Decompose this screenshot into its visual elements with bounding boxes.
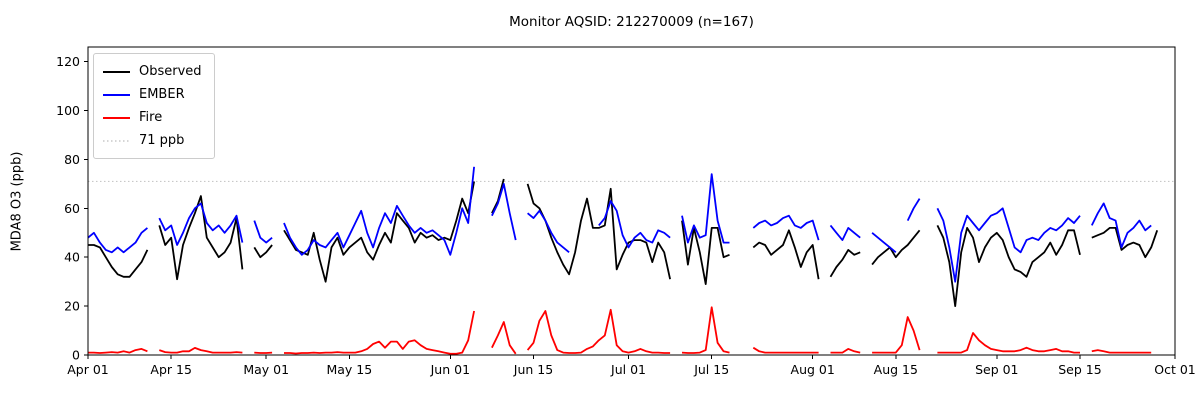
x-tick-label: May 01	[243, 362, 289, 377]
x-tick-label: Aug 15	[874, 362, 918, 377]
x-tick-label: Aug 01	[791, 362, 835, 377]
series-line-observed	[829, 248, 861, 278]
x-tick-label: Jun 15	[513, 362, 553, 377]
series-line-fire	[159, 346, 243, 354]
series-line-ember	[527, 209, 570, 253]
y-tick-label: 0	[72, 348, 80, 363]
legend-label: EMBER	[139, 87, 185, 102]
legend-line-sample	[103, 93, 130, 96]
series-line-fire	[284, 310, 475, 355]
series-line-observed	[88, 244, 149, 278]
series-line-ember	[1090, 202, 1152, 249]
series-line-ember	[681, 173, 730, 244]
series-line-fire	[681, 306, 730, 354]
series-line-ember	[491, 182, 517, 241]
series-line-ember	[936, 207, 1081, 283]
series-line-observed	[1091, 226, 1159, 259]
series-line-fire	[491, 321, 517, 355]
series-line-observed	[681, 220, 730, 286]
legend-line-sample	[103, 70, 130, 73]
series-line-fire	[88, 347, 148, 354]
series-line-ember	[87, 227, 148, 254]
x-tick-label: Jul 01	[610, 362, 646, 377]
x-tick-label: Sep 15	[1058, 362, 1101, 377]
series-line-ember	[158, 202, 244, 246]
series-line-fire	[937, 332, 1080, 354]
y-tick-label: 100	[56, 103, 80, 118]
x-tick-label: Apr 01	[67, 362, 109, 377]
series-line-observed	[283, 181, 475, 283]
y-tick-label: 60	[64, 201, 80, 216]
legend-item: Fire	[103, 106, 202, 129]
x-tick-label: Sep 01	[975, 362, 1018, 377]
series-line-fire	[526, 308, 671, 354]
series-line-observed	[526, 183, 671, 280]
legend-line-sample	[103, 116, 130, 119]
legend-label: Fire	[139, 110, 163, 125]
y-tick-label: 40	[64, 250, 80, 265]
legend-line-sample	[103, 139, 130, 142]
series-line-ember	[829, 224, 861, 242]
series-line-ember	[871, 232, 897, 253]
series-line-ember	[253, 220, 273, 244]
chart-title: Monitor AQSID: 212270009 (n=167)	[509, 14, 754, 30]
legend: Observed EMBER Fire 71 ppb	[93, 53, 215, 159]
x-tick-label: Jul 15	[693, 362, 729, 377]
y-tick-label: 80	[64, 152, 80, 167]
legend-item: Observed	[103, 60, 202, 83]
series-line-ember	[598, 200, 671, 249]
legend-label: 71 ppb	[139, 133, 185, 148]
x-tick-label: Oct 01	[1154, 362, 1196, 377]
legend-item: 71 ppb	[103, 129, 202, 152]
x-tick-label: Jun 01	[430, 362, 470, 377]
series-line-ember	[752, 214, 820, 241]
series-line-ember	[283, 166, 475, 256]
series-line-observed	[253, 244, 273, 259]
series-line-fire	[872, 316, 921, 354]
y-tick-label: 20	[64, 299, 80, 314]
axes-frame	[87, 46, 1176, 356]
legend-label: Observed	[139, 64, 202, 79]
series-line-observed	[491, 178, 505, 214]
series-line-observed	[871, 229, 921, 266]
series-line-fire	[1091, 349, 1152, 354]
series-line-observed	[158, 195, 244, 281]
series-line-observed	[936, 225, 1081, 308]
x-tick-label: Apr 15	[150, 362, 192, 377]
legend-item: EMBER	[103, 83, 202, 106]
series-line-fire	[830, 347, 861, 354]
y-tick-label: 120	[56, 54, 80, 69]
series-line-observed	[752, 229, 820, 280]
series-line-ember	[906, 198, 921, 221]
x-tick-label: May 15	[326, 362, 372, 377]
series-line-fire	[752, 346, 819, 354]
